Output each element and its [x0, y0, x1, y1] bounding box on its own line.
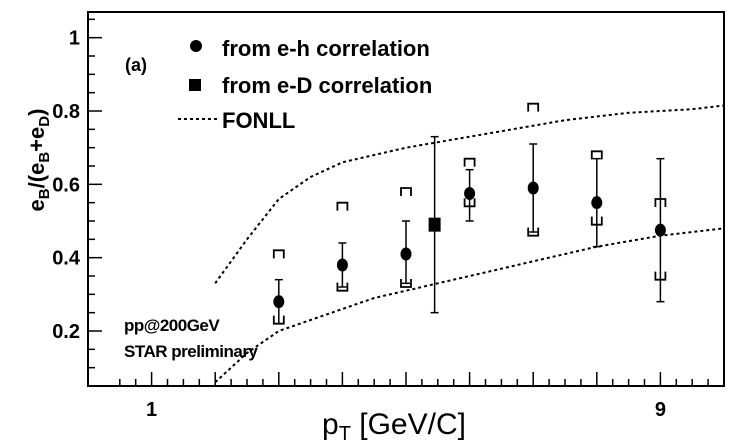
y-label-part: B: [36, 188, 53, 199]
x-axis-label-main: p: [322, 408, 339, 441]
sys-bracket-upper: [336, 201, 349, 211]
y-tick-label: 0.6: [52, 174, 80, 196]
legend-square-marker: [189, 79, 201, 91]
sys-bracket-upper: [400, 187, 412, 196]
axes: 0.2 0.4 0.6 0.8 1 1 9: [52, 18, 709, 421]
legend-circle-marker: [190, 40, 202, 52]
sys-bracket-lower: [590, 216, 603, 226]
y-axis-label: eB/(eB+eD): [24, 109, 53, 212]
sys-bracket-upper: [463, 157, 476, 167]
sys-bracket-lower: [336, 282, 349, 292]
eh-data-point: [400, 247, 412, 261]
eh-data-point: [654, 223, 666, 237]
sys-bracket-lower: [527, 227, 540, 237]
sys-bracket-lower: [654, 271, 667, 281]
y-label-part: B: [36, 152, 53, 163]
panel-label: (a): [125, 55, 147, 75]
x-axis-label-unit: [GeV/C]: [351, 408, 466, 441]
legend-label-fonll: FONLL: [222, 108, 295, 133]
sys-bracket-upper: [654, 198, 667, 207]
legend-label-ed: from e-D correlation: [222, 73, 432, 98]
annotation-system: pp@200GeV: [124, 316, 220, 335]
sys-bracket-upper: [272, 249, 285, 259]
eh-data-point: [527, 181, 539, 195]
x-tick-label: 1: [146, 399, 157, 421]
fonll-upper-curve: [214, 104, 725, 284]
eh-data-point: [336, 258, 348, 272]
eh-data-point: [591, 196, 603, 210]
y-label-part: D: [36, 116, 53, 127]
y-tick-label: 1: [69, 28, 80, 50]
sys-bracket-lower: [463, 198, 476, 208]
sys-bracket-upper: [527, 102, 540, 112]
y-tick-label: 0.8: [52, 101, 80, 123]
eh-data-point: [464, 187, 476, 200]
sys-bracket-lower: [272, 315, 285, 325]
y-label-part: /(e: [24, 163, 49, 189]
legend: from e-h correlation from e-D correlatio…: [178, 36, 432, 133]
x-tick-label: 9: [655, 399, 666, 421]
ed-data-point: [428, 217, 441, 232]
fonll-lower-curve: [214, 227, 725, 384]
x-axis-label: pT [GeV/C]: [322, 408, 466, 445]
y-label-part: +e: [24, 127, 49, 152]
y-tick-label: 0.4: [52, 248, 81, 270]
y-tick-label: 0.2: [52, 321, 80, 343]
fonll-curves: [214, 104, 725, 384]
sys-bracket-upper: [590, 150, 603, 160]
data-points: [272, 102, 667, 325]
x-axis-label-sub: T: [339, 423, 351, 445]
legend-label-eh: from e-h correlation: [222, 36, 430, 61]
eh-data-point: [273, 295, 285, 309]
annotation-star: STAR preliminary: [124, 342, 258, 361]
sys-bracket-lower: [400, 279, 412, 288]
y-label-part: ): [24, 109, 49, 116]
y-label-part: e: [24, 199, 49, 211]
